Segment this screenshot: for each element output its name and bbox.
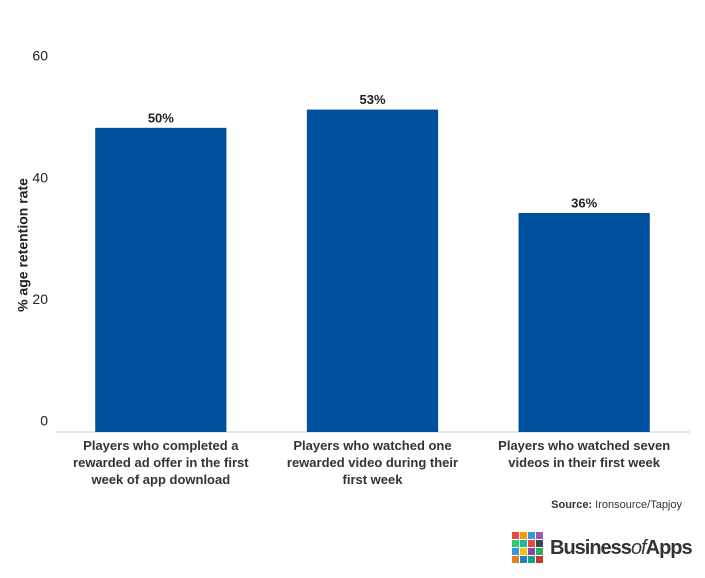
bar bbox=[95, 127, 227, 432]
bar bbox=[518, 213, 650, 432]
y-tick-label: 20 bbox=[32, 291, 48, 307]
data-label: 50% bbox=[148, 110, 174, 125]
logo-text: BusinessofApps bbox=[550, 536, 693, 560]
logo-icon bbox=[512, 532, 543, 563]
data-label: 36% bbox=[571, 195, 597, 210]
logo: BusinessofApps bbox=[512, 532, 693, 564]
y-tick-label: 0 bbox=[40, 413, 48, 429]
data-label: 53% bbox=[359, 92, 385, 107]
x-tick-label: Players who watched one rewarded video d… bbox=[286, 438, 459, 487]
logo-part: Business bbox=[550, 536, 632, 559]
y-tick-label: 40 bbox=[32, 169, 48, 185]
y-tick-label: 60 bbox=[32, 48, 48, 64]
y-axis-label: % age retention rate bbox=[15, 178, 31, 312]
source: Source: Ironsource/Tapjoy bbox=[551, 499, 682, 511]
source-text: Ironsource/Tapjoy bbox=[595, 499, 682, 511]
x-tick-label: Players who watched seven videos in thei… bbox=[498, 438, 671, 470]
logo-part: of bbox=[630, 536, 647, 559]
bar bbox=[306, 109, 439, 432]
x-tick-label: Players who completed a rewarded ad offe… bbox=[73, 438, 249, 487]
logo-part: Apps bbox=[645, 536, 693, 559]
source-label: Source: bbox=[551, 499, 593, 511]
